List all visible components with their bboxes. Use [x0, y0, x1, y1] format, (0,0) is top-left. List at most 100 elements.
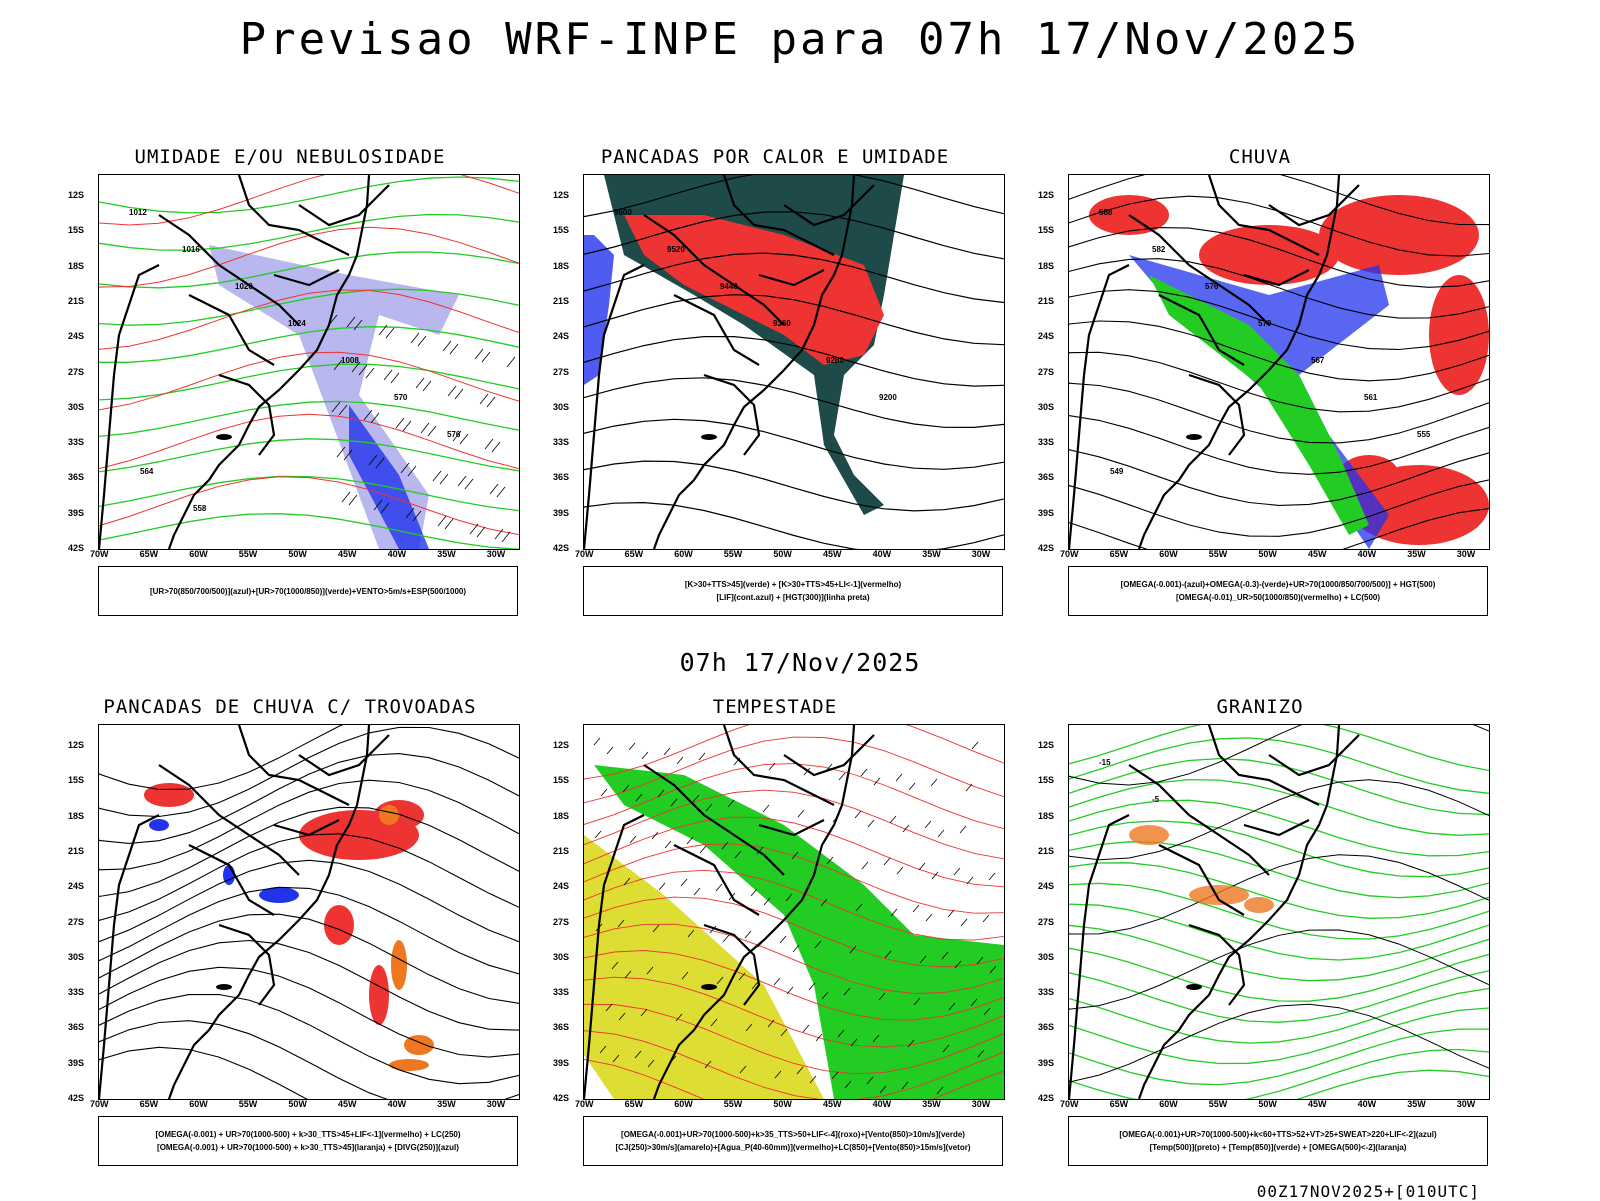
red-dashed-contour [99, 351, 519, 411]
contour-label: 1020 [235, 282, 253, 291]
lon-tick-label: 70W [1060, 549, 1079, 559]
lat-tick-label: 12S [1038, 190, 1055, 200]
border-line [652, 175, 856, 549]
wind-vector [988, 872, 996, 881]
panel-title: GRANIZO [1216, 696, 1304, 718]
red-rain-area [1199, 225, 1339, 285]
wind-vector [699, 845, 707, 854]
contour-label: 588 [1099, 208, 1113, 217]
main-title: Previsao WRF-INPE para 07h 17/Nov/2025 [239, 14, 1361, 65]
lon-tick-label: 55W [723, 549, 743, 559]
lat-tick-label: 12S [68, 190, 85, 200]
temp850-contour [1069, 862, 1489, 919]
border-line [99, 814, 160, 1099]
lagoon-shape [701, 434, 717, 440]
lon-tick-label: 30W [486, 549, 506, 559]
lon-tick-label: 55W [723, 1099, 743, 1109]
wind-vector [879, 1085, 887, 1094]
green-contour [99, 475, 519, 512]
lat-tick-label: 36S [68, 472, 85, 483]
temp850-contour [1296, 1069, 1489, 1099]
lagoon-shape [1186, 984, 1202, 990]
lc250-streamline [99, 1046, 308, 1099]
panel-legend: [OMEGA(-0.001) + UR>70(1000-500) + k>30_… [98, 1116, 518, 1166]
lon-tick-label: 35W [922, 1099, 941, 1109]
lon-tick-label: 35W [437, 1099, 456, 1109]
wind-vector [617, 919, 625, 928]
panel-title: PANCADAS POR CALOR E UMIDADE [600, 146, 950, 168]
red-convective-area [624, 215, 884, 365]
green-contour [99, 326, 519, 363]
wind-vector [960, 918, 968, 927]
hgt500-contour [1069, 227, 1489, 288]
legend-line-1: [K>30+TTS>45](verde) + [K>30+TTS>45+LI<-… [684, 580, 902, 589]
wind-vector [457, 475, 467, 487]
lat-tick-label: 21S [553, 295, 570, 306]
precip-water-contour [584, 736, 1004, 804]
contour-label: 9360 [773, 319, 791, 328]
temp850-contour [1069, 820, 1489, 878]
lat-tick-label: 39S [68, 507, 85, 518]
wind-vector [843, 987, 851, 996]
contour-label: 567 [1311, 356, 1325, 365]
wind-vector [931, 871, 939, 880]
red-thunder-area [324, 905, 354, 945]
lat-tick-label: 12S [553, 740, 570, 750]
wind-vector [983, 1007, 991, 1016]
wind-vector [635, 793, 643, 802]
wind-vector [692, 794, 700, 803]
lon-tick-label: 50W [288, 549, 307, 559]
wind-vector [681, 971, 689, 980]
lon-tick-label: 30W [971, 1099, 991, 1109]
wind-vector [912, 904, 920, 913]
wind-vector [444, 518, 454, 530]
lat-tick-label: 21S [1038, 845, 1055, 856]
wind-vector [663, 747, 671, 756]
temp850-contour [1069, 1007, 1489, 1065]
orange-thunder-area [404, 1035, 434, 1055]
contour-label: 570 [1258, 319, 1272, 328]
map-canvas: 588 582 576 570 567 561 555 549 [1069, 175, 1489, 549]
legend-line-2: [OMEGA(-0.01)_UR>50(1000/850)(vermelho) … [1175, 593, 1381, 602]
wind-vector [937, 829, 945, 838]
wind-vector [762, 804, 770, 813]
lat-tick-label: 15S [1038, 775, 1055, 786]
hgt300-contour [584, 460, 1004, 512]
wind-vector [738, 972, 746, 981]
green-omega-area [1149, 275, 1369, 535]
lat-tick-label: 27S [553, 366, 570, 377]
precip-water-contour [584, 896, 1004, 968]
border-line [1137, 175, 1341, 549]
temp500-contour [1069, 854, 1489, 935]
wind-vector [368, 454, 378, 466]
legend-line-2: [LIF](cont.azul) + [HGT(300)](linha pret… [716, 593, 870, 602]
wind-vector [779, 935, 787, 944]
wind-vector [375, 457, 385, 469]
wind-vector [780, 1028, 788, 1037]
temp850-contour [1069, 757, 1489, 816]
lon-tick-label: 50W [773, 549, 792, 559]
omega500-area [1244, 897, 1274, 913]
wind-vector [594, 830, 602, 839]
lat-tick-label: 12S [68, 740, 85, 750]
legend-line-1: [OMEGA(-0.001)+UR>70(1000-500)+k>35_TTS>… [621, 1130, 965, 1139]
green-contour [99, 288, 519, 326]
lc250-streamline [99, 753, 519, 844]
wind-vector [432, 470, 442, 482]
lon-tick-label: 65W [139, 549, 159, 559]
lc250-streamline [99, 859, 519, 943]
map-umidade: 1012 1016 1020 1024 1008 570 576 564 558 [98, 174, 520, 550]
green-contour [99, 213, 519, 251]
wind-vector [966, 876, 974, 885]
coastline-borders [99, 725, 390, 1099]
lon-tick-label: 40W [387, 1099, 407, 1109]
temp850-contour [1069, 737, 1489, 794]
wind-vector [919, 955, 927, 964]
lat-tick-label: 30S [68, 951, 85, 962]
legend-line-2: [Temp(500)](preto) + [Temp(850)](verde) … [1149, 1143, 1407, 1152]
wind-vector [385, 327, 395, 339]
wind-vector [395, 417, 405, 429]
precip-water-contour [584, 1030, 1004, 1099]
lat-tick-label: 36S [1038, 1022, 1055, 1033]
coastline-borders [1069, 725, 1360, 1099]
